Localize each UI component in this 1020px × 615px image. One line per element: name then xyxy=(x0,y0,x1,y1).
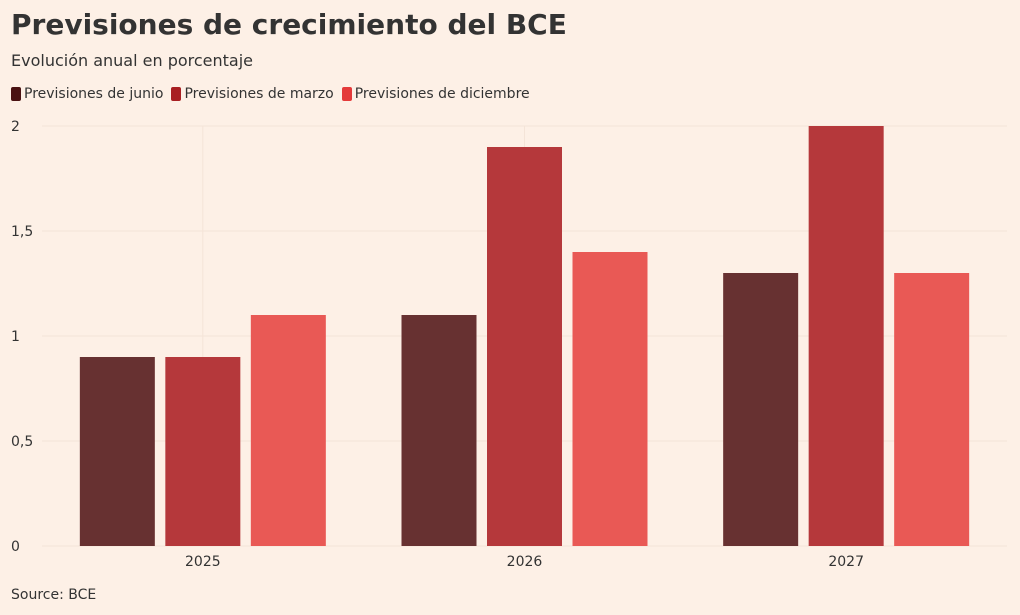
y-tick-label: 0,5 xyxy=(11,434,33,450)
legend: Previsiones de junio Previsiones de marz… xyxy=(11,86,538,102)
bar-2026-series-2 xyxy=(572,252,648,546)
y-tick-label: 1,5 xyxy=(11,224,33,240)
legend-label-marzo: Previsiones de marzo xyxy=(184,86,334,102)
y-tick-label: 2 xyxy=(11,119,20,135)
y-tick-label: 1 xyxy=(11,329,20,345)
bars xyxy=(79,126,970,546)
legend-item-marzo: Previsiones de marzo xyxy=(171,86,334,102)
bar-2027-series-1 xyxy=(808,126,884,546)
legend-label-diciembre: Previsiones de diciembre xyxy=(354,86,530,102)
legend-swatch-junio xyxy=(11,87,21,101)
bar-2027-series-0 xyxy=(723,273,799,546)
bar-2027-series-2 xyxy=(894,273,970,546)
x-tick-label: 2026 xyxy=(507,554,543,570)
legend-item-diciembre: Previsiones de diciembre xyxy=(341,86,530,102)
y-tick-label: 0 xyxy=(11,539,20,555)
bar-2025-series-1 xyxy=(165,357,241,546)
legend-item-junio: Previsiones de junio xyxy=(11,86,163,102)
bar-2026-series-0 xyxy=(401,315,477,546)
chart-subtitle: Evolución anual en porcentaje xyxy=(11,51,254,70)
bar-2025-series-0 xyxy=(79,357,155,546)
chart-title: Previsiones de crecimiento del BCE xyxy=(11,8,567,41)
legend-swatch-diciembre xyxy=(341,87,352,101)
chart-source: Source: BCE xyxy=(11,587,97,603)
legend-label-junio: Previsiones de junio xyxy=(24,86,164,102)
tick-labels: 0 0,5 1 1,5 2 2025 2026 2027 xyxy=(11,119,864,570)
x-tick-label: 2025 xyxy=(185,554,221,570)
x-tick-label: 2027 xyxy=(828,554,864,570)
bar-2025-series-2 xyxy=(250,315,326,546)
bar-2026-series-1 xyxy=(487,147,562,546)
legend-swatch-marzo xyxy=(171,87,182,101)
